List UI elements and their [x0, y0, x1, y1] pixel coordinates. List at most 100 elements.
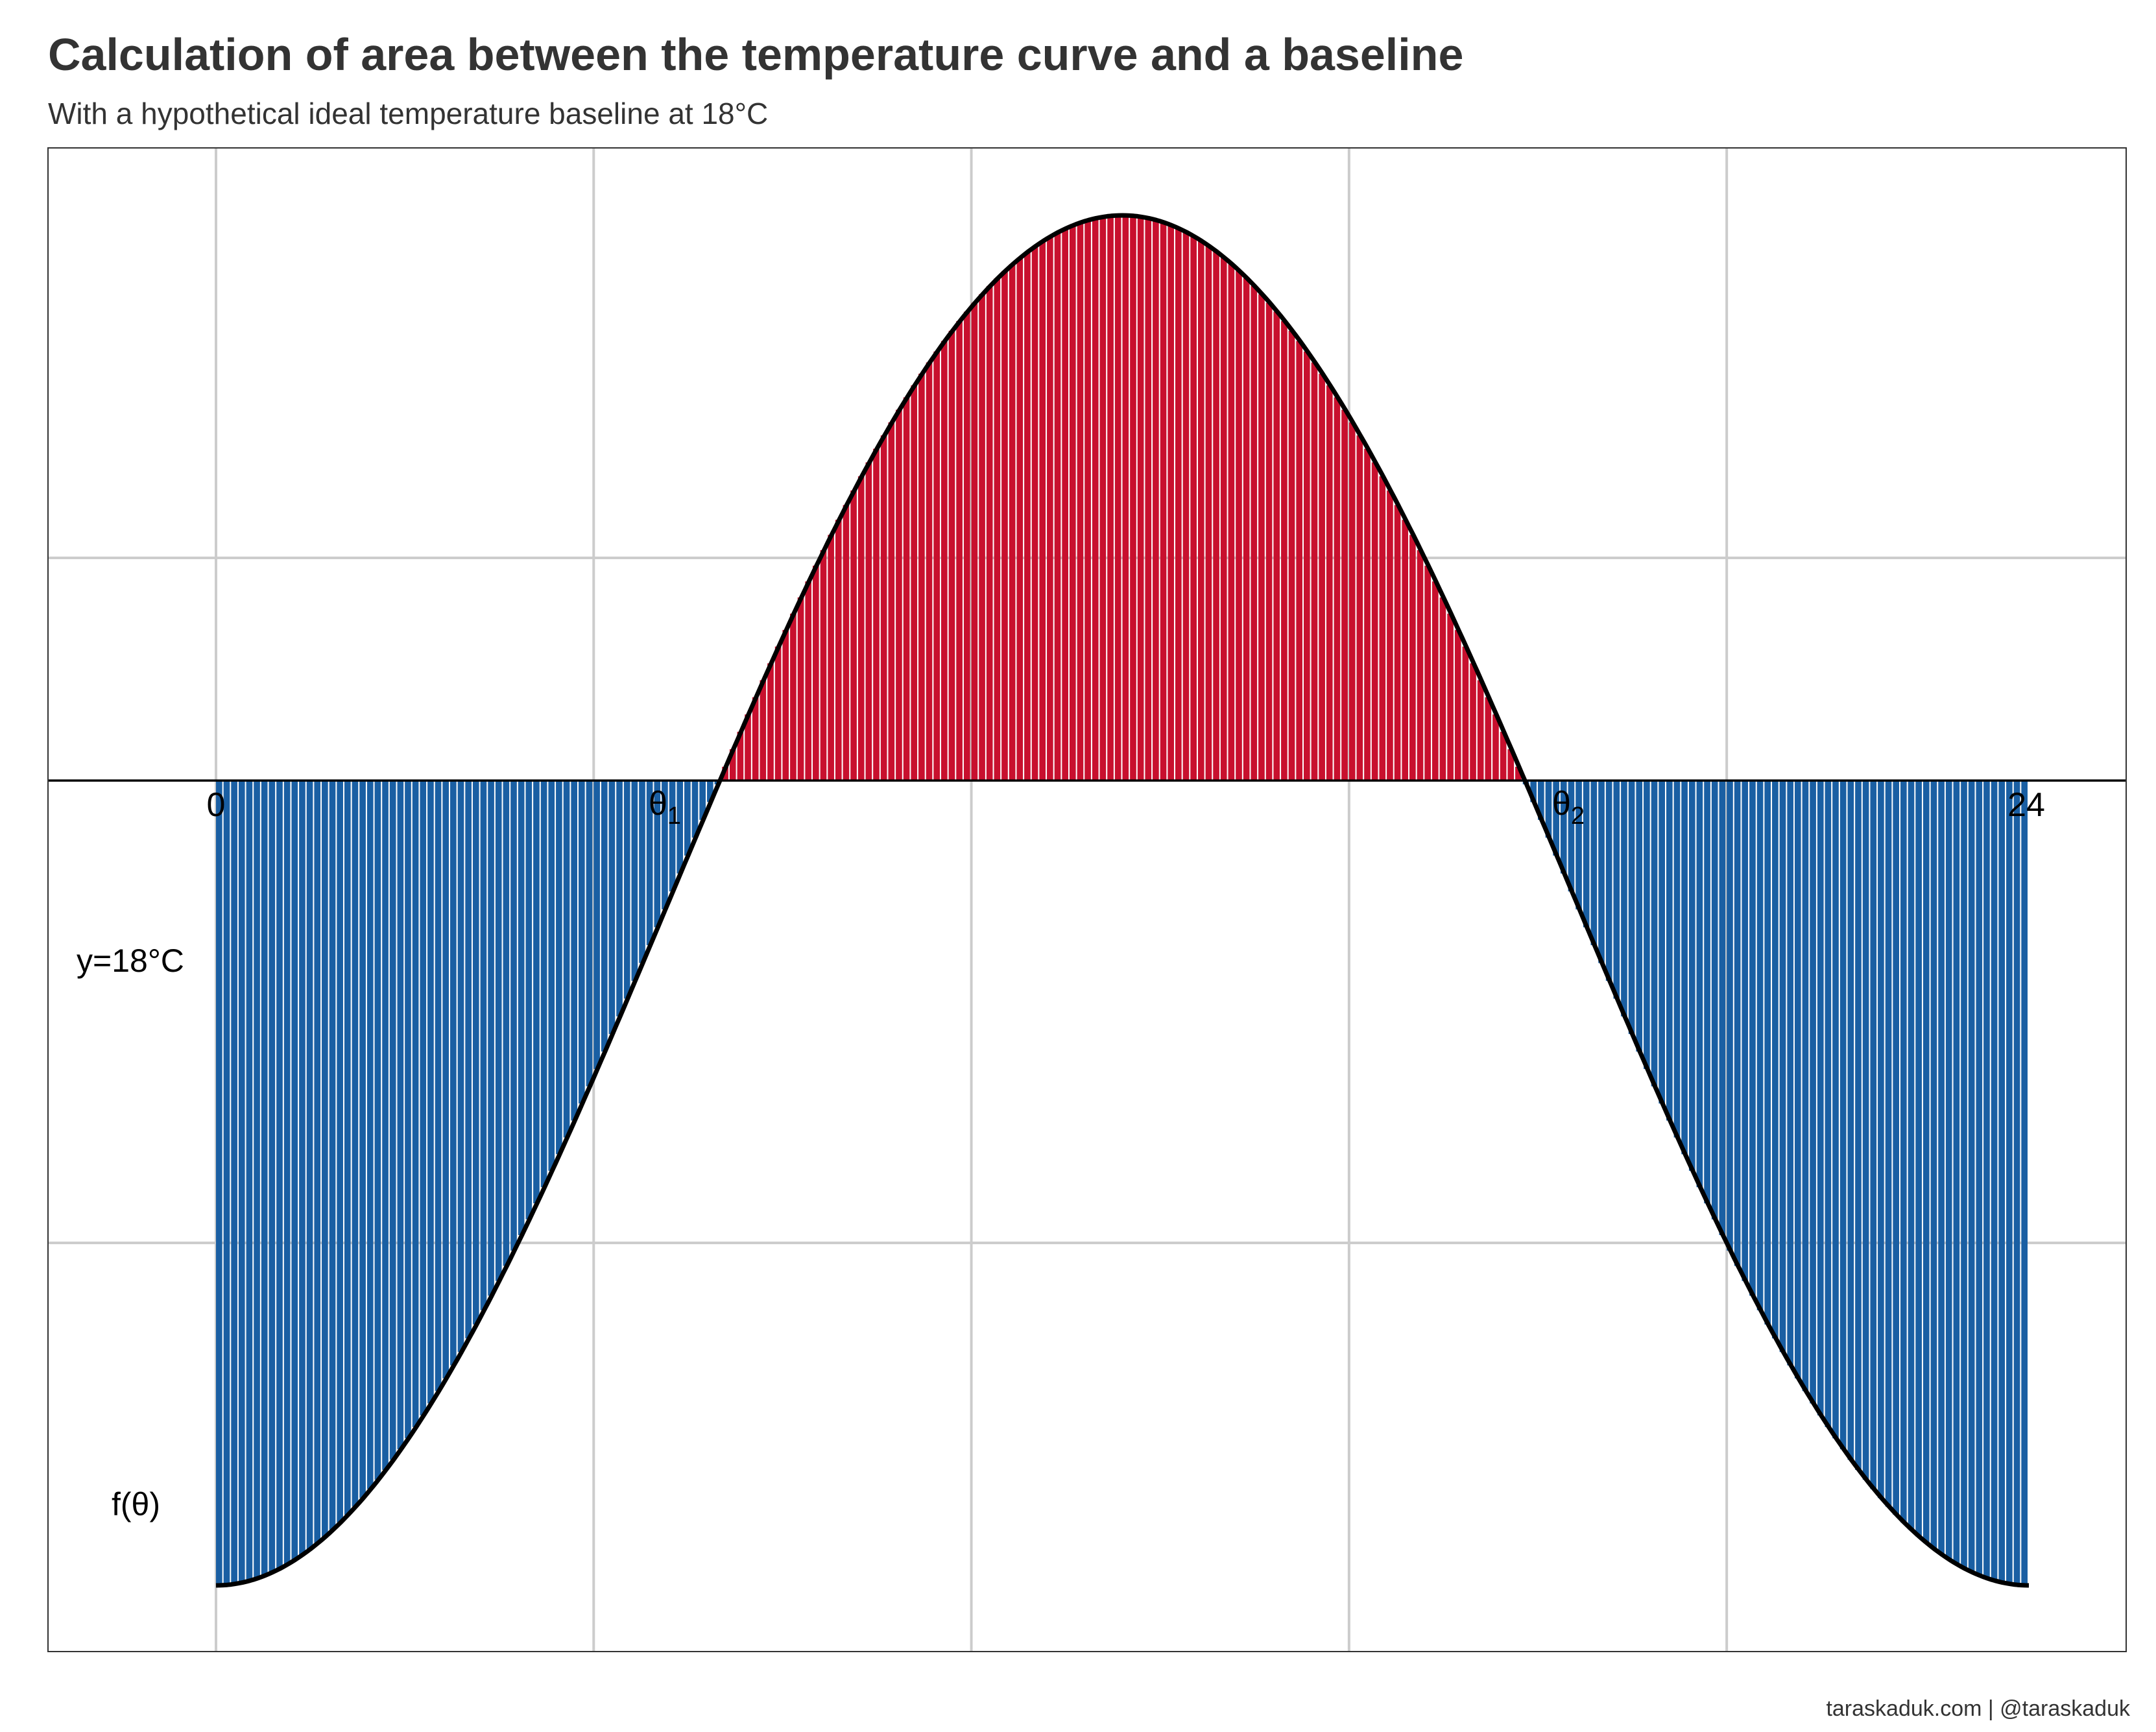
area-bar-above	[774, 646, 782, 781]
area-bar-below	[706, 780, 713, 802]
area-bar-below	[1976, 780, 1983, 1576]
area-bar-below	[480, 780, 487, 1310]
area-bar-below	[1998, 780, 2006, 1583]
panel-border	[47, 147, 2127, 1652]
area-bar-below	[608, 780, 616, 1035]
area-bar-below	[337, 780, 343, 1522]
area-bar-above	[986, 285, 993, 781]
area-bar-above	[1182, 232, 1190, 781]
area-bar-below	[1870, 780, 1877, 1489]
area-bar-below	[1583, 780, 1590, 928]
area-bar-below	[1696, 780, 1703, 1188]
area-bar-above	[1160, 222, 1167, 781]
area-bar-below	[669, 780, 676, 892]
area-bar-above	[1424, 566, 1431, 781]
area-bar-above	[1031, 246, 1038, 781]
curve-label: f(θ)	[112, 1486, 160, 1522]
area-bar-above	[933, 351, 940, 781]
area-bar-above	[820, 550, 827, 781]
area-bar-below	[299, 780, 305, 1555]
area-bar-below	[1590, 780, 1598, 946]
area-bar-above	[850, 490, 857, 781]
area-bar-above	[1190, 236, 1197, 781]
area-bar-below	[1810, 780, 1816, 1404]
area-bar-below	[1734, 780, 1741, 1266]
area-bar-above	[1281, 320, 1288, 781]
area-bar-below	[1756, 780, 1764, 1310]
area-bar-above	[1447, 613, 1454, 781]
area-bar-below	[382, 780, 389, 1471]
area-bar-below	[261, 780, 268, 1576]
area-bar-below	[1945, 780, 1952, 1560]
area-bar-below	[639, 780, 645, 963]
area-bar-below	[216, 780, 222, 1585]
area-bar-below	[1968, 780, 1975, 1572]
area-bar-above	[1001, 271, 1008, 781]
area-bar-above	[1084, 220, 1091, 781]
area-bar-below	[223, 780, 230, 1585]
area-bar-below	[1681, 780, 1688, 1155]
chart-title: Calculation of area between the temperat…	[48, 29, 1464, 80]
area-bar-below	[1568, 780, 1575, 892]
area-bar-above	[1311, 362, 1318, 781]
area-bar-below	[1628, 780, 1635, 1035]
area-bar-above	[903, 397, 910, 781]
area-bar-below	[1893, 780, 1900, 1515]
area-bar-above	[1439, 597, 1446, 781]
area-bar-below	[488, 780, 494, 1296]
area-bar-below	[1560, 780, 1567, 874]
area-bar-below	[2021, 780, 2028, 1585]
area-bar-below	[571, 780, 577, 1121]
area-bar-above	[1379, 476, 1386, 781]
area-bar-above	[828, 535, 834, 781]
area-bar-above	[956, 320, 963, 781]
area-bar-below	[1727, 780, 1733, 1251]
area-bar-below	[1839, 780, 1847, 1450]
area-bar-below	[2006, 780, 2013, 1584]
theta-1-symbol: θ	[649, 785, 667, 823]
area-bar-below	[435, 780, 442, 1391]
x-end-label: 24	[2007, 786, 2045, 824]
area-bar-below	[556, 780, 562, 1155]
area-bar-below	[374, 780, 381, 1480]
area-bar-above	[1417, 550, 1424, 781]
area-bar-below	[352, 780, 359, 1507]
area-bar-below	[1719, 780, 1726, 1235]
area-bar-above	[1273, 311, 1280, 781]
area-bar-above	[1153, 220, 1159, 781]
area-bar-above	[948, 330, 955, 781]
area-bar-above	[1477, 680, 1484, 781]
area-bar-above	[1047, 236, 1053, 781]
area-bar-above	[1092, 218, 1099, 781]
chart-subtitle: With a hypothetical ideal temperature ba…	[48, 97, 769, 130]
area-bar-above	[1024, 252, 1031, 781]
area-bar-below	[1794, 780, 1801, 1378]
area-bar-above	[1296, 341, 1302, 781]
area-bar-above	[767, 663, 774, 781]
area-bar-below	[1991, 780, 1998, 1581]
area-bar-above	[843, 505, 850, 781]
area-bar-below	[1983, 780, 1990, 1579]
area-bar-below	[465, 780, 472, 1339]
area-bar-below	[518, 780, 525, 1235]
area-bar-above	[1062, 228, 1068, 781]
area-bar-above	[1288, 330, 1295, 781]
area-bar-below	[1538, 780, 1544, 820]
area-bar-below	[231, 780, 237, 1584]
area-bar-below	[269, 780, 276, 1572]
area-bar-above	[1054, 232, 1061, 781]
area-bar-below	[1953, 780, 1960, 1565]
area-bar-above	[1130, 215, 1136, 781]
area-bar-below	[1605, 780, 1612, 981]
area-bar-above	[1016, 258, 1024, 781]
area-bar-above	[1462, 646, 1469, 781]
area-bar-above	[1387, 490, 1393, 781]
area-bar-above	[1304, 351, 1310, 781]
area-bar-below	[1553, 780, 1559, 856]
area-bar-above	[745, 714, 751, 781]
area-bar-above	[1492, 714, 1499, 781]
area-bar-above	[1107, 215, 1114, 781]
area-bar-below	[314, 780, 321, 1543]
caption: taraskaduk.com | @taraskaduk	[1826, 1696, 2130, 1721]
area-bar-below	[412, 780, 419, 1427]
